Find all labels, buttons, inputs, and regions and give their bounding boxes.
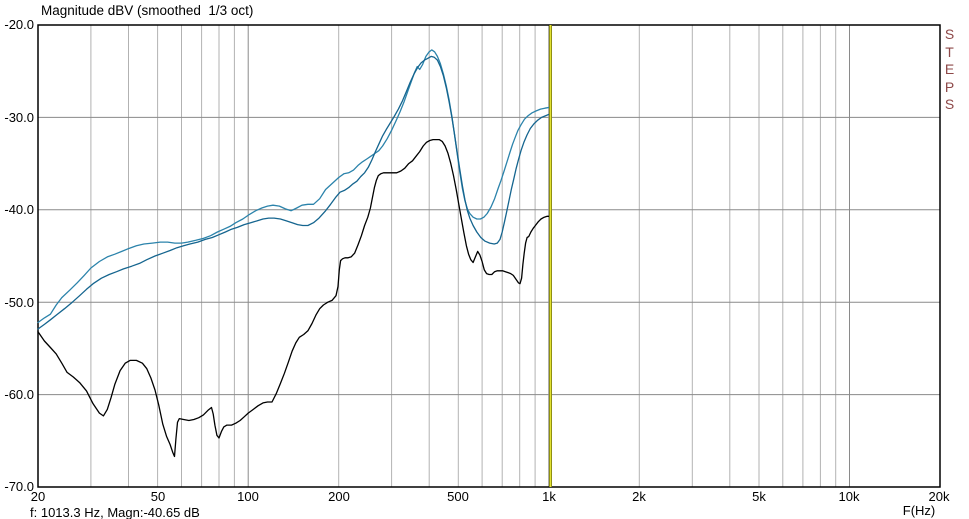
cursor-readout: f: 1013.3 Hz, Magn:-40.65 dB [30,505,200,519]
gridlines [38,25,940,487]
x-tick-label: 100 [237,489,259,504]
curve-trace-2 [37,55,552,330]
x-tick-label: 500 [447,489,469,504]
x-axis-unit-label: F(Hz) [902,503,936,518]
x-tick-label: 1k [542,489,556,504]
y-tick-label: -50.0 [4,295,34,310]
x-tick-label: 20k [928,489,950,504]
x-tick-label: 10k [838,489,860,504]
x-tick-label: 200 [328,489,350,504]
curve-trace-3 [37,138,552,458]
x-tick-label: 5k [752,489,766,504]
plot-title: Magnitude dBV (smoothed 1/3 oct) [41,3,254,18]
y-tick-label: -60.0 [4,387,34,402]
y-tick-label: -70.0 [4,479,34,494]
x-tick-label: 20 [30,489,46,504]
steps-side-label: STEPS [944,26,955,112]
plot-frame [37,24,941,488]
y-tick-label: -30.0 [4,110,34,125]
x-tick-label: 50 [150,489,166,504]
x-tick-label: 2k [632,489,646,504]
cursor-line-core [550,25,551,487]
curve-trace-1 [37,49,552,324]
y-tick-label: -20.0 [4,17,34,32]
y-tick-label: -40.0 [4,202,34,217]
